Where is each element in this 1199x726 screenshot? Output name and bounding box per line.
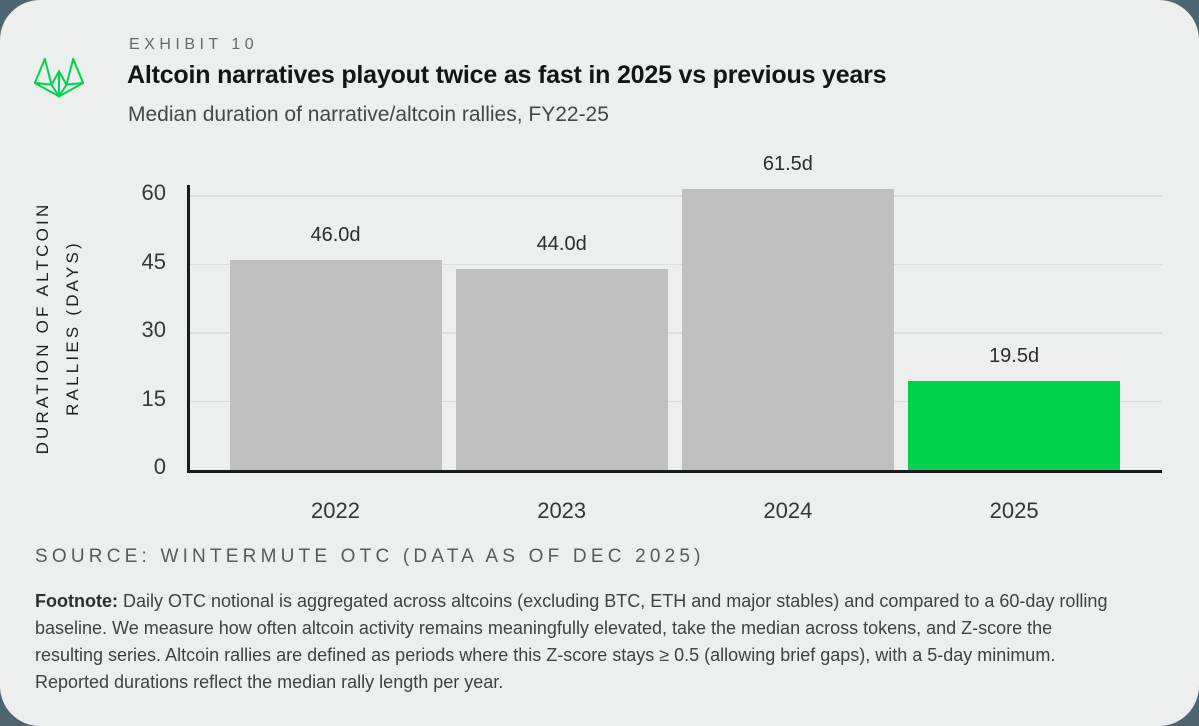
chart-title: Altcoin narratives playout twice as fast… (127, 61, 887, 89)
bar-value-label-2022: 46.0d (310, 223, 361, 246)
exhibit-label: EXHIBIT 10 (129, 36, 259, 53)
bar-2022 (229, 259, 442, 470)
footnote-line-3: resulting series. Altcoin rallies are de… (35, 645, 1056, 665)
x-axis-label-2023: 2023 (537, 498, 587, 523)
chart-subtitle: Median duration of narrative/altcoin ral… (128, 103, 609, 126)
y-tick-label-60: 60 (141, 180, 166, 205)
x-axis-label-2024: 2024 (763, 498, 813, 523)
y-axis-title: DURATION OF ALTCOIN RALLIES (DAYS) (28, 202, 88, 455)
x-axis-label-2022: 2022 (311, 498, 360, 523)
y-tick-label-45: 45 (141, 248, 166, 274)
x-axis-label-2025: 2025 (989, 498, 1039, 523)
wintermute-logo-icon (34, 57, 84, 99)
bar-value-label-2025: 19.5d (989, 344, 1040, 367)
y-tick-label-30: 30 (141, 317, 166, 342)
gridline-60 (187, 195, 1162, 197)
bar-value-label-2024: 61.5d (762, 153, 813, 176)
gridline-30 (187, 332, 1162, 334)
gridline-45 (187, 263, 1162, 266)
footnote-label: Footnote: (35, 591, 118, 611)
y-tick-label-0: 0 (153, 454, 166, 479)
y-axis-title-line2: RALLIES (DAYS) (63, 240, 82, 416)
source-line: SOURCE: WINTERMUTE OTC (DATA AS OF DEC 2… (35, 546, 705, 567)
footnote: Footnote: Daily OTC notional is aggregat… (35, 588, 1175, 696)
bar-2025 (908, 380, 1121, 470)
y-axis-line (187, 185, 190, 473)
footnote-line-2: baseline. We measure how often altcoin a… (35, 618, 1053, 638)
footnote-line-1: Footnote: Daily OTC notional is aggregat… (35, 591, 1108, 611)
bar-2023 (455, 269, 668, 470)
y-tick-label-15: 15 (141, 385, 166, 411)
y-axis-title-line1: DURATION OF ALTCOIN (33, 201, 52, 455)
bar-value-label-2023: 44.0d (536, 233, 587, 256)
bar-2024 (681, 189, 894, 470)
x-axis-line (187, 470, 1162, 473)
footnote-line-4: Reported durations reflect the median ra… (35, 672, 504, 692)
gridline-15 (187, 400, 1162, 403)
